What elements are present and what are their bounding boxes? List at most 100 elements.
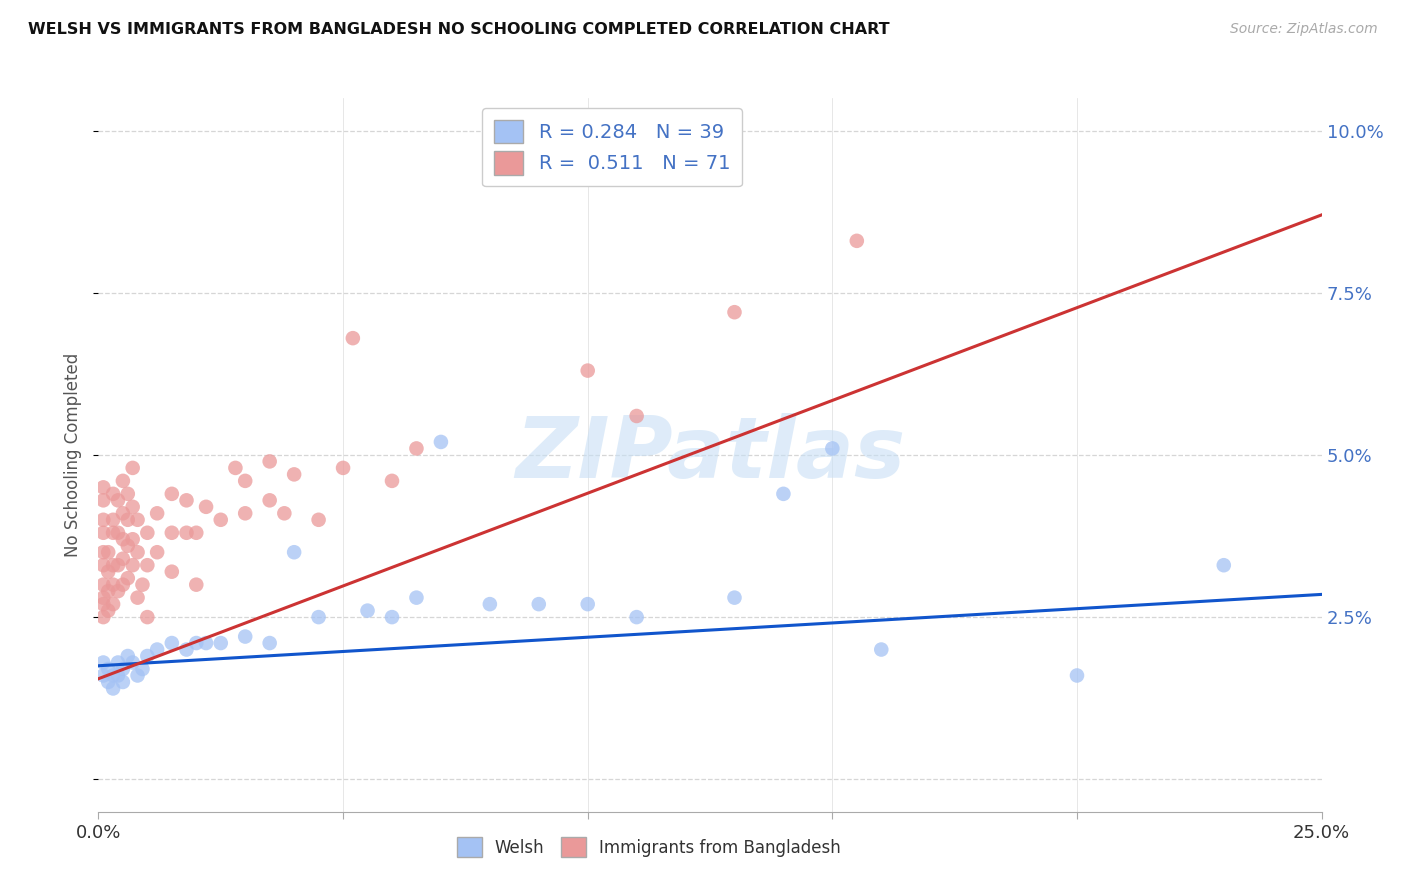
Point [91,577,114,591]
Point [723,591,745,605]
Point [101,681,124,696]
Point [91,480,114,494]
Point [107,656,129,670]
Point [101,487,124,501]
Point [97,604,120,618]
Point [111,474,134,488]
Point [233,474,256,488]
Point [101,668,124,682]
Point [117,539,139,553]
Point [186,525,208,540]
Point [186,636,208,650]
Point [101,558,124,573]
Point [405,591,427,605]
Point [117,571,139,585]
Point [224,461,246,475]
Point [136,525,159,540]
Point [576,363,599,377]
Point [97,662,120,676]
Text: WELSH VS IMMIGRANTS FROM BANGLADESH NO SCHOOLING COMPLETED CORRELATION CHART: WELSH VS IMMIGRANTS FROM BANGLADESH NO S… [28,22,890,37]
Point [97,565,120,579]
Point [107,584,129,599]
Point [273,506,295,520]
Point [91,610,114,624]
Point [117,648,139,663]
Point [356,604,378,618]
Point [111,506,134,520]
Point [91,591,114,605]
Point [121,656,143,670]
Point [259,636,281,650]
Point [176,493,198,508]
Point [209,636,232,650]
Point [91,513,114,527]
Point [381,474,404,488]
Point [111,662,134,676]
Point [195,500,218,514]
Point [870,642,893,657]
Legend: Welsh, Immigrants from Bangladesh: Welsh, Immigrants from Bangladesh [450,830,848,864]
Point [146,506,169,520]
Point [107,668,129,682]
Point [772,487,794,501]
Y-axis label: No Schooling Completed: No Schooling Completed [65,353,83,557]
Point [478,597,501,611]
Point [127,668,149,682]
Point [146,642,169,657]
Point [186,577,208,591]
Point [101,513,124,527]
Point [97,584,120,599]
Point [332,461,354,475]
Point [111,551,134,566]
Point [121,558,143,573]
Point [91,656,114,670]
Point [160,525,183,540]
Point [430,434,453,449]
Point [111,533,134,547]
Point [91,597,114,611]
Point [117,513,139,527]
Point [91,668,114,682]
Point [160,487,183,501]
Point [259,493,281,508]
Point [101,577,124,591]
Point [626,610,648,624]
Point [160,636,183,650]
Point [121,461,143,475]
Point [121,533,143,547]
Point [233,630,256,644]
Text: Source: ZipAtlas.com: Source: ZipAtlas.com [1230,22,1378,37]
Point [1066,668,1088,682]
Point [176,525,198,540]
Point [91,545,114,559]
Point [283,545,305,559]
Point [127,591,149,605]
Point [127,513,149,527]
Point [283,467,305,482]
Text: ZIPatlas: ZIPatlas [515,413,905,497]
Point [233,506,256,520]
Point [121,500,143,514]
Point [131,662,153,676]
Point [209,513,232,527]
Point [136,648,159,663]
Point [131,577,153,591]
Point [136,558,159,573]
Point [91,493,114,508]
Point [195,636,218,650]
Point [342,331,364,345]
Point [527,597,550,611]
Point [101,525,124,540]
Point [111,577,134,591]
Point [127,545,149,559]
Point [91,525,114,540]
Point [176,642,198,657]
Point [136,610,159,624]
Point [107,558,129,573]
Point [101,597,124,611]
Point [576,597,599,611]
Point [626,409,648,423]
Point [111,675,134,690]
Point [723,305,745,319]
Point [107,493,129,508]
